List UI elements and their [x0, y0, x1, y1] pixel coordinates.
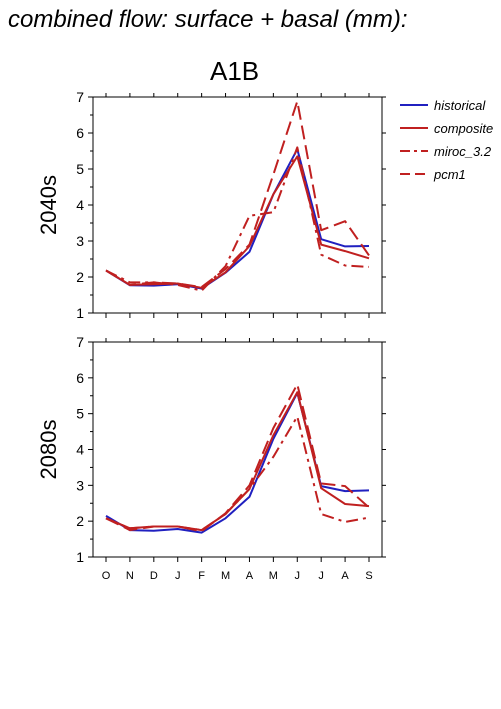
legend-label: historical [434, 98, 486, 113]
series-line-historical [105, 391, 370, 534]
series-line-composite [105, 155, 370, 289]
series-line-pcm1 [105, 383, 370, 533]
x-tick-label: J [175, 570, 181, 582]
series-line-composite [105, 391, 370, 532]
y-tick-label: 3 [76, 233, 84, 249]
y-tick-label: 5 [76, 406, 84, 422]
y-tick-label: 7 [76, 334, 84, 350]
scenario-title: A1B [210, 56, 260, 86]
x-tick-label: N [126, 570, 134, 582]
y-tick-label: 6 [76, 370, 84, 386]
x-tick-label: M [221, 570, 230, 582]
y-tick-label: 4 [76, 197, 84, 213]
series-line-miroc_3.2 [105, 146, 370, 292]
x-tick-label: M [269, 570, 278, 582]
y-tick-label: 1 [76, 549, 84, 565]
x-tick-label: A [341, 570, 349, 582]
series-line-miroc_3.2 [105, 415, 370, 532]
series-line-historical [105, 148, 370, 290]
y-tick-label: 3 [76, 477, 84, 493]
legend-label: composite [434, 121, 493, 136]
y-tick-label: 2 [76, 513, 84, 529]
x-tick-label: A [246, 570, 254, 582]
x-tick-label: S [365, 570, 372, 582]
plot-frame [92, 96, 383, 314]
chart-panel-2040s: 1 2 3 4 5 6 7 2040s [36, 89, 386, 321]
panel-label: 2080s [36, 420, 61, 480]
x-tick-label: J [295, 570, 301, 582]
y-tick-label: 2 [76, 269, 84, 285]
plot-frame [92, 341, 383, 558]
y-tick-label: 5 [76, 161, 84, 177]
x-tick-label: D [150, 570, 158, 582]
y-tick-label: 4 [76, 442, 84, 458]
legend: historical composite miroc_3.2 pcm1 [400, 98, 493, 182]
series-line-pcm1 [105, 100, 370, 289]
x-tick-label: F [198, 570, 205, 582]
y-tick-label: 6 [76, 125, 84, 141]
x-tick-label: J [318, 570, 324, 582]
chart-panel-2080s: 1 2 3 4 5 6 7 O N D J F M A M J J A S 2080s [36, 334, 386, 582]
y-tick-label: 7 [76, 89, 84, 105]
legend-label: pcm1 [433, 167, 466, 182]
page-title: combined flow: surface + basal (mm): [8, 6, 408, 33]
x-tick-label: O [102, 570, 111, 582]
legend-label: miroc_3.2 [434, 144, 492, 159]
y-tick-label: 1 [76, 305, 84, 321]
panel-label: 2040s [36, 175, 61, 235]
